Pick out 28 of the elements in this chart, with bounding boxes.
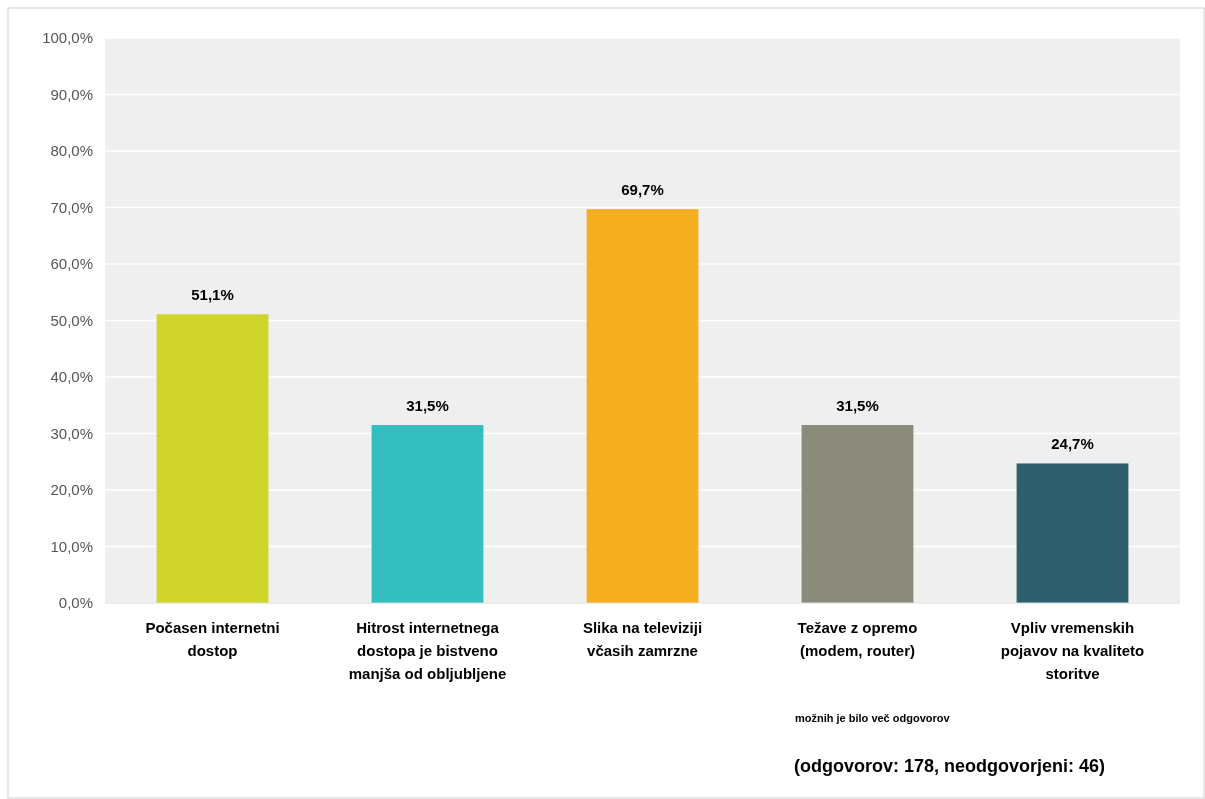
y-tick-label: 30,0% bbox=[50, 424, 93, 442]
x-tick-label: Hitrost internetnega dostopa je bistveno manjša od obljubljene bbox=[348, 619, 507, 682]
bar bbox=[586, 209, 699, 603]
y-tick-label: 50,0% bbox=[50, 311, 93, 329]
y-tick-label: 0,0% bbox=[58, 594, 93, 612]
x-tick-label: Slika na televiziji včasih zamrzne bbox=[582, 619, 703, 659]
data-label: 51,1% bbox=[191, 286, 234, 304]
text: (odgovorov: 178, neodgovorjeni: 46) bbox=[794, 756, 1106, 776]
y-tick-label: 70,0% bbox=[50, 198, 93, 216]
data-label: 31,5% bbox=[406, 397, 449, 415]
data-label: 69,7% bbox=[621, 181, 664, 199]
y-tick-label: 90,0% bbox=[50, 85, 93, 103]
bar bbox=[371, 425, 484, 603]
x-tick-label: Počasen internetni dostop bbox=[145, 619, 280, 659]
y-tick-label: 100,0% bbox=[42, 29, 93, 47]
bar bbox=[801, 425, 914, 603]
x-tick-label: Vpliv vremenskih pojavov na kvaliteto storitve bbox=[1000, 619, 1145, 682]
bar bbox=[1016, 463, 1129, 603]
y-tick-label: 80,0% bbox=[50, 142, 93, 160]
y-tick-label: 10,0% bbox=[50, 537, 93, 555]
y-tick-label: 60,0% bbox=[50, 255, 93, 273]
bar bbox=[156, 314, 269, 603]
data-label: 31,5% bbox=[836, 397, 879, 415]
data-label: 24,7% bbox=[1051, 435, 1094, 453]
y-tick-label: 20,0% bbox=[50, 481, 93, 499]
text: možnih je bilo več odgovorov bbox=[795, 712, 951, 724]
y-tick-label: 40,0% bbox=[50, 368, 93, 386]
x-tick-label: Težave z opremo (modem, router) bbox=[797, 619, 918, 659]
